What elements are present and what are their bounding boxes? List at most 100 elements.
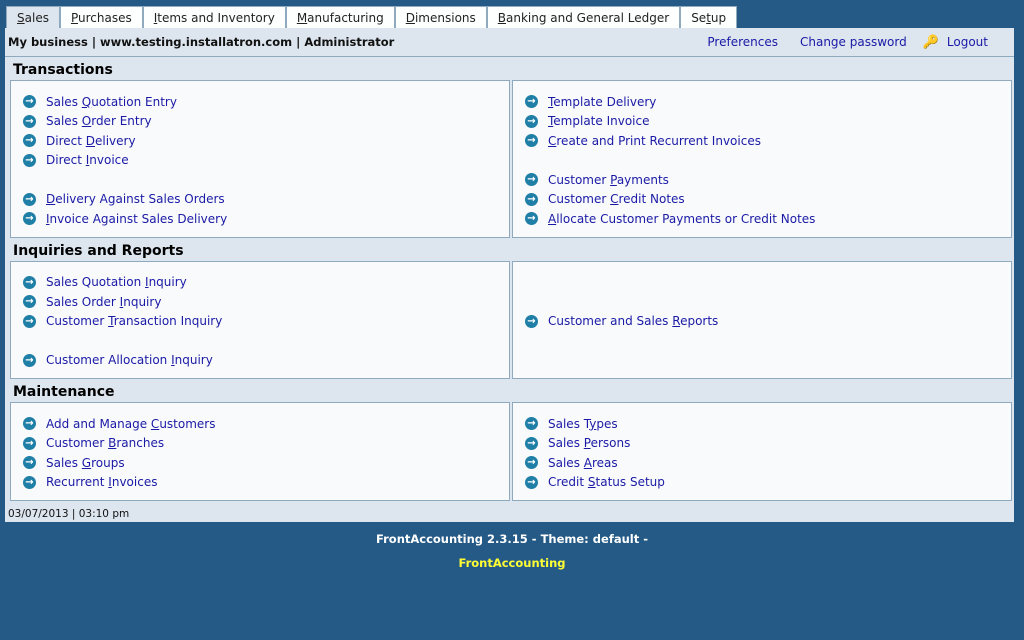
label-key: Q [81,94,92,109]
tab-purchases[interactable]: Purchases [59,6,143,29]
label-key: T [108,314,114,329]
label-pre: Sales [46,455,82,470]
box-padding [525,229,1011,237]
top-bar: My business | www.testing.installatron.c… [5,28,1014,57]
menu-link-sales-quotation-inquiry[interactable]: → Sales Quotation Inquiry [23,273,509,293]
arrow-right-icon: → [525,436,538,450]
section-row: → Sales Quotation Entry → Sales Order Entry… [5,80,1014,238]
arrow-right-icon: → [23,114,36,128]
label-post: ayments [616,172,669,187]
label-key: T [548,114,554,129]
footer-link[interactable]: FrontAccounting [458,556,566,570]
label-pre: Direct [46,133,86,148]
menu-link-template-delivery[interactable]: → Template Delivery [525,92,1011,112]
menu-link-sales-groups[interactable]: → Sales Groups [23,453,509,473]
change-password-link[interactable]: Change password [799,35,907,49]
label-key: C [150,416,160,431]
menu-link-sales-types[interactable]: → Sales Types [525,414,1011,434]
label-post: imensions [414,11,476,25]
label-post: uotation Entry [91,94,177,109]
arrow-right-icon: → [525,192,538,206]
tab-items-and-inventory[interactable]: Items and Inventory [142,6,286,29]
menu-link-add-and-manage-customers[interactable]: → Add and Manage Customers [23,414,509,434]
label-post: emplate Invoice [553,114,650,129]
menu-box-right: → Customer and Sales Reports [512,260,1012,379]
preferences-link[interactable]: Preferences [707,35,778,49]
menu-link-label: Create and Print Recurrent Invoices [548,134,761,148]
arrow-right-icon: → [23,295,36,309]
label-post: ranches [116,436,165,451]
logout-link[interactable]: Logout [946,35,988,49]
menu-link-sales-order-entry[interactable]: → Sales Order Entry [23,112,509,132]
box-padding [525,492,1011,500]
menu-link-invoice-against-sales-delivery[interactable]: → Invoice Against Sales Delivery [23,209,509,229]
arrow-right-icon: → [23,417,36,431]
label-pre: Se [691,11,707,25]
menu-link-customer-transaction-inquiry[interactable]: → Customer Transaction Inquiry [23,312,509,332]
label-post: up [710,11,727,25]
menu-link-sales-order-inquiry[interactable]: → Sales Order Inquiry [23,292,509,312]
menu-link-customer-and-sales-reports[interactable]: → Customer and Sales Reports [525,312,1011,332]
menu-link-template-invoice[interactable]: → Template Invoice [525,112,1011,132]
label-key: B [108,436,117,451]
label-pre: Recurrent [46,475,109,490]
menu-link-recurrent-invoices[interactable]: → Recurrent Invoices [23,473,509,493]
menu-link-customer-allocation-inquiry[interactable]: → Customer Allocation Inquiry [23,351,509,371]
menu-link-label: Customer and Sales Reports [548,314,718,328]
menu-link-credit-status-setup[interactable]: → Credit Status Setup [525,473,1011,493]
label-post: rder Entry [91,114,152,129]
menu-link-label: Sales Order Inquiry [46,295,161,309]
label-post: pes [596,416,618,431]
date-time: 03/07/2013 | 03:10 pm [8,508,130,520]
menu-link-label: Sales Areas [548,456,618,470]
label-key: A [583,455,592,470]
arrow-right-icon: → [23,436,36,450]
tab-setup[interactable]: Setup [680,6,738,29]
label-post: reas [591,455,618,470]
menu-link-customer-branches[interactable]: → Customer Branches [23,434,509,454]
menu-link-sales-quotation-entry[interactable]: → Sales Quotation Entry [23,92,509,112]
menu-link-label: Recurrent Invoices [46,475,157,489]
label-post: roups [91,455,125,470]
menu-link-sales-persons[interactable]: → Sales Persons [525,434,1011,454]
arrow-right-icon: → [525,95,538,109]
sections: Transactions → Sales Quotation Entry → Sales… [5,57,1014,501]
menu-link-direct-invoice[interactable]: → Direct Invoice [23,151,509,171]
label-post: anking and General Ledger [506,11,670,25]
spacer [525,331,1011,351]
menu-link-label: Sales Quotation Inquiry [46,275,187,289]
menu-link-label: Add and Manage Customers [46,417,215,431]
label-pre: Sales Quotation [46,275,146,290]
menu-link-label: Allocate Customer Payments or Credit Not… [548,212,815,226]
label-post: urchases [77,11,132,25]
label-key: O [81,114,92,129]
menu-link-customer-credit-notes[interactable]: → Customer Credit Notes [525,190,1011,210]
label-key: I [85,153,90,168]
label-post: nvoices [111,475,158,490]
label-pre: Customer [46,436,109,451]
arrow-right-icon: → [525,114,538,128]
box-padding [23,370,509,378]
label-key: I [171,353,175,368]
menu-link-direct-delivery[interactable]: → Direct Delivery [23,131,509,151]
spacer [525,351,1011,371]
arrow-right-icon: → [23,212,36,226]
spacer [525,151,1011,171]
menu-link-create-and-print-recurrent-invoices[interactable]: → Create and Print Recurrent Invoices [525,131,1011,151]
menu-link-customer-payments[interactable]: → Customer Payments [525,170,1011,190]
tab-banking-and-general-ledger[interactable]: Banking and General Ledger [486,6,681,29]
section-title: Inquiries and Reports [13,242,184,259]
menu-link-sales-areas[interactable]: → Sales Areas [525,453,1011,473]
label-key: I [145,275,149,290]
label-pre: Sales [46,114,82,129]
tab-dimensions[interactable]: Dimensions [394,6,487,29]
arrow-right-icon: → [525,173,538,187]
tab-sales[interactable]: Sales [6,6,60,29]
menu-link-allocate-customer-payments-or-credit-notes[interactable]: → Allocate Customer Payments or Credit No… [525,209,1011,229]
tab-manufacturing[interactable]: Manufacturing [285,6,395,29]
arrow-right-icon: → [23,314,36,328]
menu-link-delivery-against-sales-orders[interactable]: → Delivery Against Sales Orders [23,190,509,210]
business-info: My business | www.testing.installatron.c… [8,35,395,49]
label-pre: Sales [548,436,584,451]
menu-link-label: Customer Allocation Inquiry [46,353,213,367]
